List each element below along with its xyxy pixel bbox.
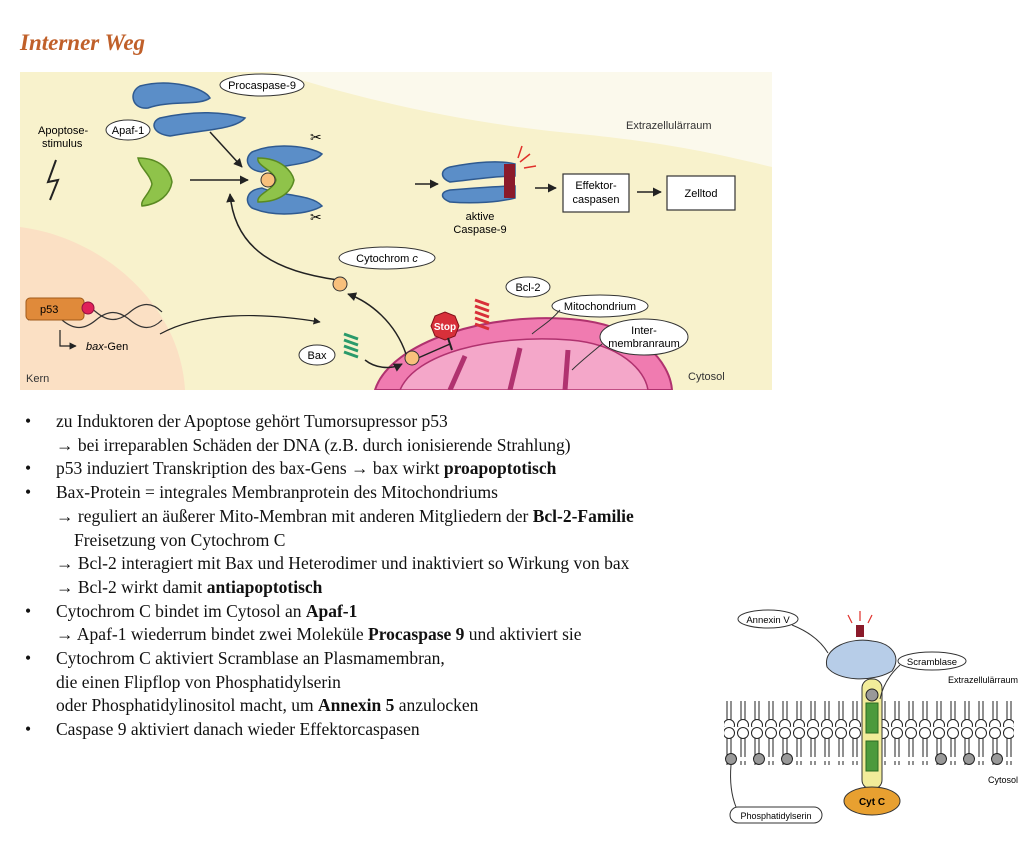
phosphatidylserin-label: Phosphatidylserin bbox=[740, 811, 811, 821]
bullet-subitem: Freisetzung von Cytochrom C bbox=[74, 529, 286, 550]
kern-label: Kern bbox=[26, 373, 49, 385]
bullet-subitem: die einen Flipflop von Phosphatidylserin bbox=[56, 671, 341, 692]
apaf1-protein bbox=[137, 157, 173, 207]
bax-label: Bax bbox=[308, 350, 327, 362]
nucleus bbox=[20, 227, 185, 390]
scissors-icon: ✂ bbox=[310, 209, 322, 225]
extrazellular-label: Extrazellulärraum bbox=[626, 120, 712, 132]
bullet-list: • zu Induktoren der Apoptose gehört Tumor… bbox=[22, 410, 782, 742]
extrazellular-label: Extrazellulärraum bbox=[948, 675, 1018, 685]
stop-icon bbox=[430, 311, 460, 341]
bax-protein bbox=[343, 332, 359, 359]
apoptosome bbox=[246, 145, 324, 215]
bullet-item: • Cytochrom C bindet im Cytosol an Apaf-1 bbox=[25, 600, 358, 621]
svg-text:bax-Gen: bax-Gen bbox=[86, 341, 128, 353]
cytc-label: Cyt C bbox=[859, 797, 885, 808]
lightning-icon bbox=[46, 159, 60, 201]
aktive-label-2: Caspase-9 bbox=[453, 224, 506, 236]
stimulus-label-2: stimulus bbox=[42, 138, 83, 150]
annexin-label: Annexin V bbox=[746, 615, 790, 626]
bullet-subitem: → Bcl-2 wirkt damit antiapoptotisch bbox=[56, 576, 323, 597]
bullet-item: • Caspase 9 aktiviert danach wieder Effek… bbox=[25, 719, 420, 740]
zelltod-label: Zelltod bbox=[684, 188, 717, 200]
bcl2-protein bbox=[474, 298, 490, 331]
effektor-label-1: Effektor- bbox=[575, 180, 617, 192]
procaspase9-protein bbox=[132, 82, 247, 137]
effektor-label-2: caspasen bbox=[572, 194, 619, 206]
mitochondrium-label: Mitochondrium bbox=[564, 301, 636, 313]
stop-label: Stop bbox=[434, 322, 456, 333]
procaspase9-label: Procaspase-9 bbox=[228, 80, 296, 92]
scramblase-membrane-figure: Annexin V Scramblase Extrazellulärraum C… bbox=[722, 607, 1022, 837]
bax-gen-label: bax bbox=[86, 341, 104, 353]
bullet-subitem: → Apaf-1 wiederrum bindet zwei Moleküle … bbox=[56, 624, 582, 645]
p53-label: p53 bbox=[40, 304, 58, 316]
extracellular-region bbox=[275, 72, 772, 167]
cytosol-label: Cytosol bbox=[988, 775, 1018, 785]
bcl2-label: Bcl-2 bbox=[515, 282, 540, 294]
page-title: Interner Weg bbox=[20, 30, 146, 55]
intermembran-label-2: membranraum bbox=[608, 338, 680, 350]
cytosol-label: Cytosol bbox=[688, 371, 725, 383]
bullet-subitem: oder Phosphatidylinositol macht, um Anne… bbox=[56, 695, 479, 716]
scissors-icon: ✂ bbox=[310, 129, 322, 145]
apaf1-label: Apaf-1 bbox=[112, 125, 144, 137]
apoptosis-pathway-figure: Extrazellulärraum Kern Cytosol Procaspas… bbox=[20, 72, 772, 390]
bullet-item: • p53 induziert Transkription des bax-Gen… bbox=[25, 458, 557, 479]
bullet-subitem: → bei irreparablen Schäden der DNA (z.B.… bbox=[56, 434, 571, 455]
cytochrom-label: Cytochrom bbox=[356, 253, 412, 265]
svg-text:Cytochrom c: Cytochrom c bbox=[356, 253, 418, 265]
bullet-subitem: → reguliert an äußerer Mito-Membran mit … bbox=[56, 505, 634, 526]
bullet-item: • Bax-Protein = integrales Membranprotein… bbox=[25, 482, 498, 503]
intermembran-label-1: Inter- bbox=[631, 325, 657, 337]
stimulus-label-1: Apoptose- bbox=[38, 125, 88, 137]
scramblase-label: Scramblase bbox=[907, 657, 957, 668]
aktive-label-1: aktive bbox=[466, 211, 495, 223]
bullet-item: • Cytochrom C aktiviert Scramblase an Pla… bbox=[25, 648, 445, 669]
cytc-protein bbox=[843, 786, 901, 816]
bullet-subitem: → Bcl-2 interagiert mit Bax und Heterodi… bbox=[56, 553, 630, 574]
active-caspase9 bbox=[441, 145, 537, 204]
bullet-item: • zu Induktoren der Apoptose gehört Tumor… bbox=[25, 411, 448, 431]
phosphatidylserin-heads bbox=[725, 753, 1003, 765]
annexin-protein bbox=[826, 639, 897, 680]
